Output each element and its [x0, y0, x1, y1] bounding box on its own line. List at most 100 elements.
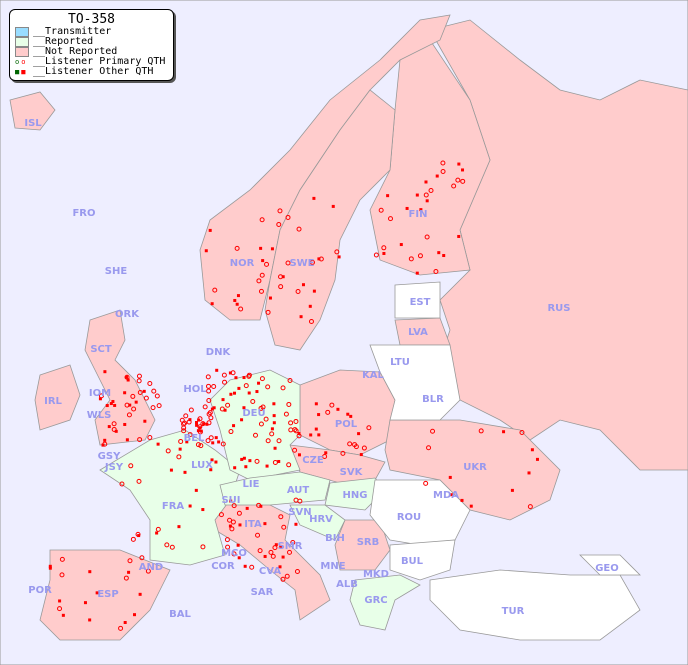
listener-other-marker: [114, 429, 118, 433]
country-label-mne: MNE: [320, 561, 345, 572]
listener-primary-marker: [225, 402, 231, 408]
listener-other-marker: [201, 508, 205, 512]
listener-other-marker: [312, 289, 316, 293]
listener-primary-marker: [460, 178, 466, 184]
listener-primary-marker: [259, 272, 265, 278]
country-label-rou: ROU: [397, 512, 421, 523]
listener-other-marker: [111, 399, 115, 403]
listener-other-marker: [134, 400, 138, 404]
listener-primary-marker: [136, 378, 142, 384]
listener-other-marker: [123, 422, 127, 426]
listener-other-marker: [183, 470, 187, 474]
listener-other-marker: [281, 555, 285, 559]
listener-other-marker: [502, 430, 506, 434]
listener-other-marker: [399, 243, 403, 247]
listener-primary-marker: [145, 568, 151, 574]
listener-other-marker: [415, 271, 419, 275]
country-label-cor: COR: [211, 561, 235, 572]
listener-other-marker: [233, 466, 237, 470]
listener-other-marker: [457, 162, 461, 166]
country-irl: [34, 364, 81, 431]
listener-primary-marker: [224, 537, 230, 543]
listener-primary-marker: [230, 370, 236, 376]
listener-other-marker: [437, 251, 441, 255]
listener-other-marker: [349, 414, 353, 418]
listener-primary-marker: [270, 553, 276, 559]
listener-primary-marker: [137, 389, 143, 395]
listener-primary-marker: [288, 420, 294, 426]
country-label-sar: SAR: [251, 587, 274, 598]
listener-primary-marker: [127, 558, 133, 564]
listener-other-marker: [299, 315, 303, 319]
listener-other-marker: [309, 433, 313, 437]
listener-other-marker: [270, 247, 274, 251]
listener-primary-marker: [206, 420, 212, 426]
listener-primary-marker: [278, 514, 284, 520]
listener-primary-marker: [183, 413, 189, 419]
listener-primary-marker: [378, 207, 384, 213]
legend-other-qth: ■ ■ __Listener Other QTH: [10, 67, 173, 77]
listener-other-marker: [317, 257, 321, 261]
listener-primary-marker: [293, 428, 299, 434]
listener-primary-marker: [195, 442, 201, 448]
country-label-ork: ORK: [115, 309, 140, 320]
country-label-bal: BAL: [169, 609, 191, 620]
country-label-sct: SCT: [90, 344, 112, 355]
country-label-jsy: JSY: [104, 462, 124, 473]
country-est: [394, 281, 441, 319]
listener-primary-marker: [287, 549, 293, 555]
listener-primary-marker: [111, 426, 117, 432]
listener-primary-marker: [59, 556, 65, 562]
listener-other-marker: [527, 471, 531, 475]
country-label-smr: SMR: [278, 541, 303, 552]
listener-primary-marker: [124, 402, 130, 408]
listener-other-marker: [247, 391, 251, 395]
listener-primary-marker: [136, 373, 142, 379]
listener-primary-marker: [272, 545, 278, 551]
listener-other-marker: [314, 427, 318, 431]
reported-swatch: [15, 37, 29, 47]
listener-other-marker: [272, 414, 276, 418]
listener-other-marker: [185, 440, 189, 444]
country-label-iom: IOM: [89, 388, 111, 399]
listener-primary-marker: [280, 385, 286, 391]
listener-primary-marker: [278, 284, 284, 290]
listener-other-marker: [61, 613, 65, 617]
country-label-fra: FRA: [162, 501, 185, 512]
listener-other-marker: [221, 398, 225, 402]
listener-primary-marker: [182, 420, 188, 426]
country-label-and: AND: [139, 562, 163, 573]
listener-other-marker: [195, 420, 199, 424]
listener-other-marker: [270, 427, 274, 431]
listener-primary-marker: [263, 416, 269, 422]
listener-other-marker: [126, 378, 130, 382]
listener-other-marker: [510, 488, 514, 492]
listener-other-marker: [274, 543, 278, 547]
listener-other-marker: [138, 592, 142, 596]
listener-other-marker: [244, 465, 248, 469]
listener-markers: [48, 160, 539, 631]
listener-primary-marker: [181, 428, 187, 434]
listener-other-marker: [314, 402, 318, 406]
listener-primary-marker: [229, 526, 235, 532]
listener-other-marker: [261, 259, 265, 263]
listener-primary-marker: [256, 502, 262, 508]
listener-other-marker: [259, 246, 263, 250]
listener-primary-marker: [230, 519, 236, 525]
listener-other-marker: [278, 565, 282, 569]
country-label-kal: KAL: [362, 370, 384, 381]
listener-primary-marker: [440, 168, 446, 174]
map-title: TO-358: [68, 12, 115, 27]
listener-primary-marker: [285, 214, 291, 220]
listener-primary-marker: [295, 289, 301, 295]
country-label-rus: RUS: [547, 303, 570, 314]
listener-other-marker: [248, 459, 252, 463]
listener-other-marker: [317, 433, 321, 437]
country-label-gsy: GSY: [98, 451, 121, 462]
listener-other-marker: [419, 208, 423, 212]
listener-other-marker: [265, 464, 269, 468]
listener-other-marker: [469, 504, 473, 508]
listener-primary-marker: [423, 480, 429, 486]
legend-label: __Not Reported: [33, 46, 118, 57]
